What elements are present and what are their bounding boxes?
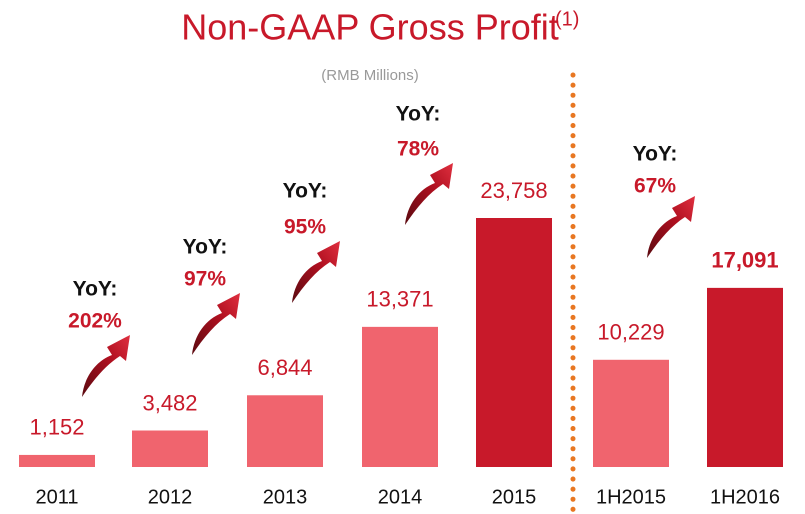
x-tick-label: 1H2015 [596,486,666,508]
growth-arrow [82,335,130,397]
growth-arrow [292,241,340,303]
x-tick-label: 2015 [492,486,537,508]
title-note: (1) [555,8,579,30]
value-label: 10,229 [597,320,664,345]
yoy-label: YoY: [396,103,441,126]
yoy-value: 202% [68,310,122,333]
bar [19,454,95,467]
subtitle: (RMB Millions) [321,67,419,84]
value-label: 3,482 [142,390,197,415]
bar [593,359,669,467]
yoy-value: 67% [634,175,676,198]
growth-arrow [192,293,240,355]
yoy-value: 95% [284,216,326,239]
growth-arrow [647,196,695,258]
bar [707,287,783,467]
yoy-label: YoY: [183,236,228,259]
yoy-label: YoY: [283,180,328,203]
yoy-label: YoY: [73,278,118,301]
x-tick-label: 2012 [148,486,193,508]
value-label: 13,371 [366,287,433,312]
yoy-value: 97% [184,268,226,291]
bar [132,430,208,467]
value-label: 23,758 [480,178,547,203]
value-label: 1,152 [29,415,84,440]
bar [362,326,438,467]
yoy-label: YoY: [633,143,678,166]
x-tick-label: 2011 [35,486,78,508]
bar [247,395,323,467]
x-tick-label: 1H2016 [710,486,780,508]
x-tick-label: 2013 [263,486,308,508]
chart-title: Non-GAAP Gross Profit [181,7,558,48]
x-tick-label: 2014 [378,486,423,508]
yoy-value: 78% [397,138,439,161]
value-label: 6,844 [257,355,312,380]
growth-arrow [405,163,453,225]
bar [476,218,552,467]
value-label: 17,091 [711,248,778,273]
